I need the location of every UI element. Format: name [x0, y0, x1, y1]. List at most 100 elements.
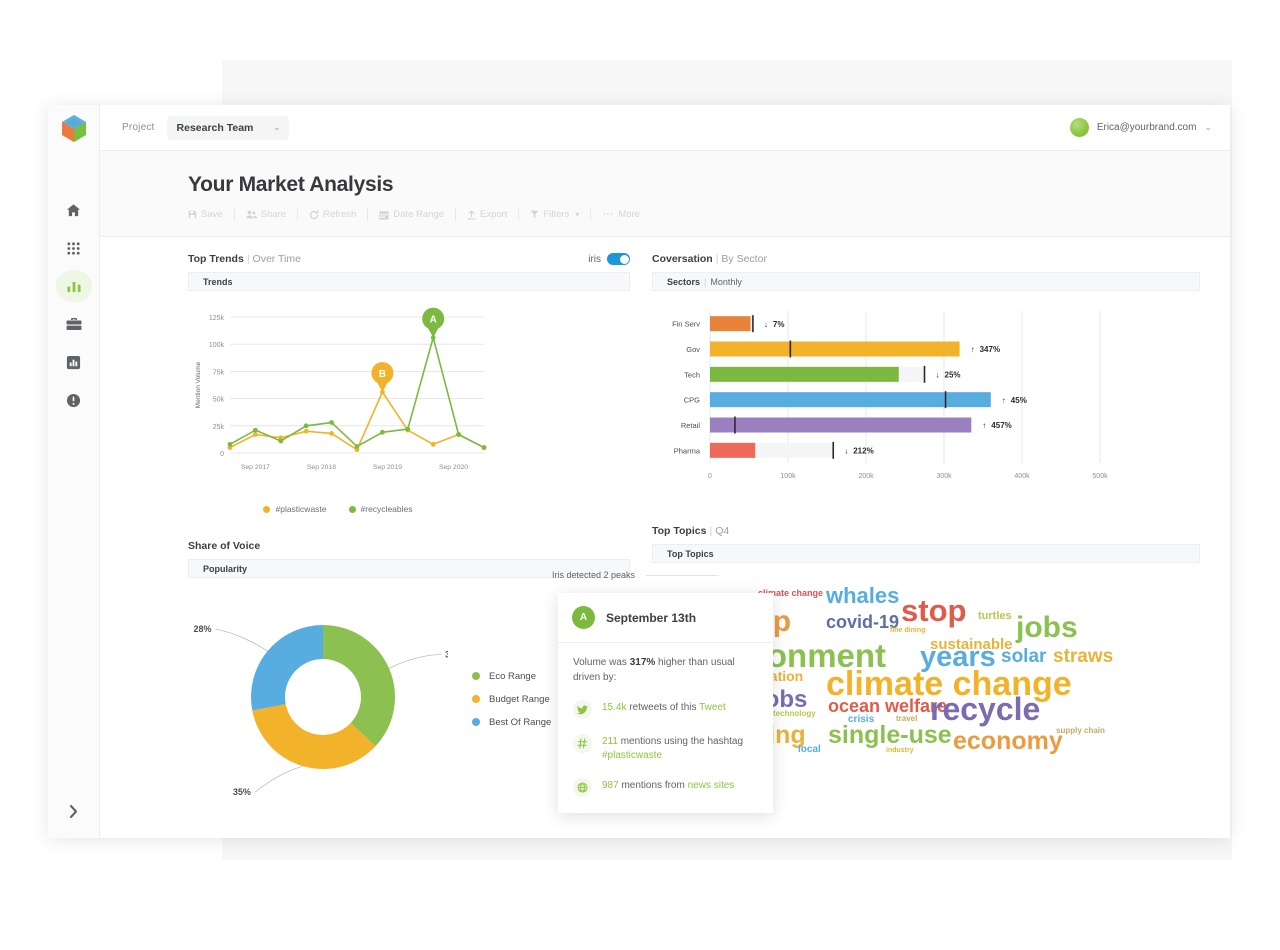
more-icon: ⋯ [602, 208, 615, 220]
top-trends-header: Top Trends | Over Time iris [188, 253, 630, 265]
sidebar-item-analytics[interactable] [48, 267, 99, 305]
word-cloud-term[interactable]: supply chain [1056, 726, 1105, 735]
legend-item[interactable]: Best Of Range [472, 717, 551, 728]
svg-text:A: A [430, 314, 437, 325]
line-chart-svg: 0 25k 50k 75k 100k 125k Mention Volume Sep 2017… [195, 307, 487, 471]
word-cloud-term[interactable]: travel [896, 714, 918, 723]
svg-text:↑: ↑ [971, 345, 975, 354]
legend-swatch [472, 718, 480, 726]
svg-text:400k: 400k [1014, 473, 1030, 480]
dashboard: Top Trends | Over Time iris Trends 0 25k 50k… [100, 237, 1230, 838]
word-cloud-term[interactable]: recycle [930, 691, 1041, 727]
top-topics-subtitle: Q4 [715, 525, 730, 537]
sidebar-expand-button[interactable] [61, 798, 87, 824]
share-label: Share [260, 209, 287, 220]
word-cloud-term[interactable]: straws [1053, 646, 1114, 667]
word-cloud-term[interactable]: covid-19 [826, 612, 900, 632]
word-cloud-term[interactable]: stop [901, 593, 967, 628]
top-topics-title: Top Topics [652, 525, 707, 537]
iris-toggle-label: iris [588, 253, 601, 265]
share-of-voice-title: Share of Voice [188, 540, 261, 552]
legend-label: Budget Range [489, 693, 550, 705]
sidebar-item-reports[interactable] [48, 343, 99, 381]
conversation-title: Coversation [652, 253, 713, 265]
iris-peak-badge: A [572, 606, 595, 629]
iris-peaks-label: Iris detected 2 peaks [552, 570, 719, 580]
svg-text:0: 0 [708, 473, 712, 480]
word-cloud-term[interactable]: jobs [1016, 611, 1078, 644]
chevron-down-icon: ⌄ [272, 122, 281, 132]
word-cloud-term[interactable]: years [920, 641, 996, 673]
refresh-label: Refresh [323, 209, 357, 220]
iris-driver-value: 211 [602, 736, 618, 747]
save-button[interactable]: Save [188, 209, 223, 220]
word-cloud-term[interactable]: turtles [978, 610, 1012, 622]
iris-lead-post: higher than usual driven by: [573, 657, 735, 683]
word-cloud-term[interactable]: industry [886, 747, 914, 754]
iris-driver-link[interactable]: news sites [687, 780, 735, 792]
sidebar-item-home[interactable] [48, 191, 99, 229]
sidebar-item-alerts[interactable] [48, 381, 99, 419]
hashtag-icon [573, 734, 592, 753]
word-cloud-term[interactable]: solar [1001, 646, 1047, 667]
iris-driver-body: mentions using the hashtag [617, 736, 744, 747]
word-cloud-term[interactable]: whales [826, 583, 900, 608]
toolbar-divider [233, 209, 235, 220]
filters-button[interactable]: Filters ▾ [530, 209, 579, 220]
user-menu[interactable]: Erica@yourbrand.com ⌄ [1069, 118, 1212, 137]
svg-text:25k: 25k [213, 424, 225, 431]
word-cloud-term[interactable]: climate change [826, 665, 1072, 703]
legend-item[interactable]: Eco Range [472, 671, 551, 682]
svg-text:Sep 2017: Sep 2017 [241, 464, 270, 471]
toolbar-divider [297, 209, 299, 220]
word-cloud-term[interactable]: economy [953, 727, 1063, 755]
svg-text:500k: 500k [1092, 473, 1108, 480]
export-label: Export [479, 209, 508, 220]
word-cloud-term[interactable]: climate change [758, 588, 824, 598]
word-cloud-term[interactable]: ocean welfare [828, 696, 948, 716]
word-cloud-term[interactable]: technology [773, 709, 816, 718]
legend-swatch [348, 505, 356, 513]
iris-driver-link[interactable]: Tweet [699, 702, 726, 713]
export-button[interactable]: Export [467, 209, 507, 220]
word-cloud-term[interactable]: single-use [828, 721, 952, 749]
legend-swatch [472, 672, 480, 680]
more-button[interactable]: ⋯ More [602, 208, 640, 221]
date-range-button[interactable]: Date Range [379, 209, 444, 220]
project-label: Project [122, 122, 155, 133]
svg-text:25%: 25% [945, 371, 961, 380]
iris-insight-card: A September 13th Volume was 317% higher … [558, 593, 773, 814]
project-selector[interactable]: Research Team ⌄ [166, 115, 289, 140]
popularity-card-bar: Popularity [188, 559, 630, 578]
save-icon [188, 210, 197, 219]
sidebar-item-apps[interactable] [48, 229, 99, 267]
iris-card-body: Volume was 317% higher than usual driven… [558, 643, 773, 813]
legend-label: #recycleables [360, 504, 413, 514]
svg-text:↑: ↑ [1002, 396, 1006, 405]
refresh-button[interactable]: Refresh [309, 209, 356, 220]
svg-text:↓: ↓ [936, 371, 940, 380]
share-of-voice-chart: 37%35%28% Eco Range Budget Range Best [188, 594, 630, 804]
svg-text:45%: 45% [1011, 396, 1027, 405]
iris-toggle-switch[interactable] [607, 253, 630, 265]
dashboard-left-column: Top Trends | Over Time iris Trends 0 25k 50k… [100, 253, 630, 838]
legend-item[interactable]: #plasticwaste [263, 504, 327, 514]
svg-text:75k: 75k [213, 369, 225, 376]
legend-item[interactable]: Budget Range [472, 694, 551, 705]
top-trends-subtitle: Over Time [252, 253, 301, 265]
svg-text:50k: 50k [213, 397, 225, 404]
iris-driver-link[interactable]: #plasticwaste [602, 750, 663, 762]
share-button[interactable]: Share [245, 209, 287, 220]
globe-icon [573, 778, 592, 798]
main-area: Project Research Team ⌄ Erica@yourbrand.… [100, 105, 1230, 838]
word-cloud-term[interactable]: local [798, 744, 821, 755]
legend-item[interactable]: #recycleables [348, 504, 413, 514]
page-title: Your Market Analysis [188, 173, 394, 196]
sidebar-item-projects[interactable] [48, 305, 99, 343]
word-cloud-term[interactable]: fine dining [890, 627, 926, 634]
word-cloud-term[interactable]: crisis [848, 714, 875, 725]
top-topics-card-label: Top Topics [667, 548, 714, 559]
iris-toggle[interactable]: iris [588, 253, 630, 265]
chevron-down-icon: ⌄ [1204, 122, 1212, 132]
word-cloud-term[interactable]: sustainable [930, 636, 1013, 653]
